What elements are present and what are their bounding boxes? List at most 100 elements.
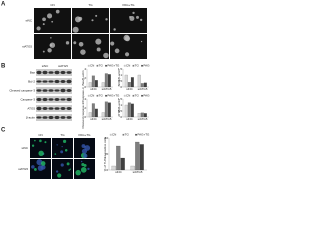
column-label: PAG+TG — [78, 133, 91, 137]
x-tick-label: siATG5 — [102, 87, 112, 91]
cell — [54, 153, 57, 155]
bar — [104, 73, 108, 88]
blot-label: Bcl-2 — [28, 79, 35, 83]
x-tick-label: siNC — [90, 117, 97, 121]
blot — [36, 87, 72, 94]
cell — [50, 37, 52, 39]
legend-label: TG — [99, 94, 104, 98]
cell — [47, 48, 52, 53]
cell — [64, 148, 68, 152]
blot-label: Cleaved caspase-3 — [9, 88, 35, 92]
cell — [42, 23, 45, 26]
cell — [61, 146, 63, 148]
legend-label: PAG+TG — [137, 133, 150, 137]
legend-swatch — [122, 133, 125, 136]
legend-label: CN — [90, 64, 94, 68]
x-tick-label: siATG5 — [133, 170, 143, 174]
y-tick-label: 0.5 — [118, 79, 123, 83]
cell — [78, 16, 83, 21]
page: A B C CN TG PAG+TG siNC siATG5 CN TG PAG+TG siNC… — [1, 1, 150, 179]
cell — [95, 38, 102, 45]
band — [66, 97, 72, 102]
bar — [127, 102, 131, 118]
x-tick-label: siNC — [115, 170, 122, 174]
cell — [80, 49, 86, 55]
cell — [39, 139, 42, 143]
band — [36, 89, 42, 92]
cell — [124, 52, 130, 57]
bar — [140, 112, 144, 118]
band — [48, 89, 54, 92]
legend-label: CN — [126, 64, 130, 68]
x-tick-label: siNC — [126, 117, 133, 121]
cell — [38, 150, 44, 156]
cell — [60, 163, 64, 167]
band — [66, 89, 72, 92]
cell — [36, 26, 41, 31]
cell — [139, 18, 143, 22]
y-tick-label: 0 — [120, 115, 122, 119]
bar — [94, 80, 98, 88]
cell — [55, 9, 60, 14]
cell — [113, 28, 116, 31]
cell — [81, 148, 88, 154]
cell — [87, 167, 90, 171]
blot — [36, 96, 72, 103]
cell — [42, 17, 46, 22]
legend-swatch — [105, 94, 107, 97]
cell — [78, 41, 84, 47]
panel-label: B — [1, 64, 6, 70]
band — [36, 80, 42, 83]
cell — [31, 165, 35, 169]
band — [60, 116, 66, 119]
bar — [127, 82, 131, 88]
legend-swatch — [132, 94, 135, 97]
band — [60, 70, 66, 75]
bar — [107, 102, 111, 118]
band — [42, 107, 48, 110]
cell — [42, 50, 45, 53]
bar — [130, 165, 135, 171]
bar — [143, 82, 147, 88]
bar — [88, 112, 92, 118]
y-axis-label: Bcl-2/β-actin — [117, 69, 121, 86]
x-tick-label: siNC — [126, 87, 133, 91]
cell — [31, 144, 35, 147]
blot — [36, 105, 72, 112]
cell — [65, 41, 70, 45]
cell — [96, 47, 101, 52]
row-label: siNC — [26, 18, 33, 22]
cell — [66, 162, 70, 166]
cell — [80, 167, 87, 173]
cell — [80, 160, 83, 163]
cell — [83, 164, 87, 167]
panel-label: A — [1, 2, 6, 8]
x-tick-label: siATG5 — [102, 117, 112, 121]
bar — [130, 103, 134, 118]
legend-label: PAG+TG — [143, 64, 150, 68]
legend-swatch — [96, 94, 99, 97]
cell — [140, 40, 143, 43]
y-tick-label: 20 — [105, 152, 109, 156]
blot-label: ATG5 — [27, 106, 35, 110]
cell — [129, 15, 135, 21]
legend-label: TG — [125, 133, 130, 137]
bar — [101, 112, 105, 118]
legend-swatch — [132, 64, 135, 67]
micrograph — [52, 138, 73, 158]
band — [54, 98, 60, 101]
bar — [91, 103, 95, 118]
cell — [34, 139, 36, 142]
row-label: siATG5 — [18, 167, 28, 171]
column-label: CN — [38, 133, 42, 137]
y-axis-label: ATG5/β-actin — [117, 99, 121, 117]
lane-group: siATG5 — [58, 64, 68, 68]
bar — [94, 108, 98, 118]
bar — [139, 144, 144, 171]
band — [48, 115, 54, 120]
y-tick-label: 1.5 — [118, 67, 123, 71]
band — [42, 97, 48, 102]
blot — [36, 114, 72, 121]
y-tick-label: 0 — [84, 85, 86, 89]
